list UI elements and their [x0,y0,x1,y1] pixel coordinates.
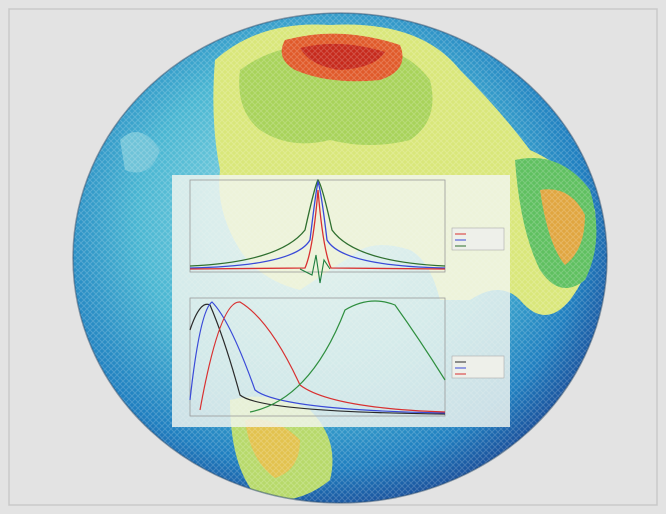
illustration [0,0,666,514]
lower-legend [452,356,504,378]
inset-panel [172,175,510,427]
page [0,0,666,514]
upper-legend [452,228,504,250]
inset-chart [172,175,510,427]
